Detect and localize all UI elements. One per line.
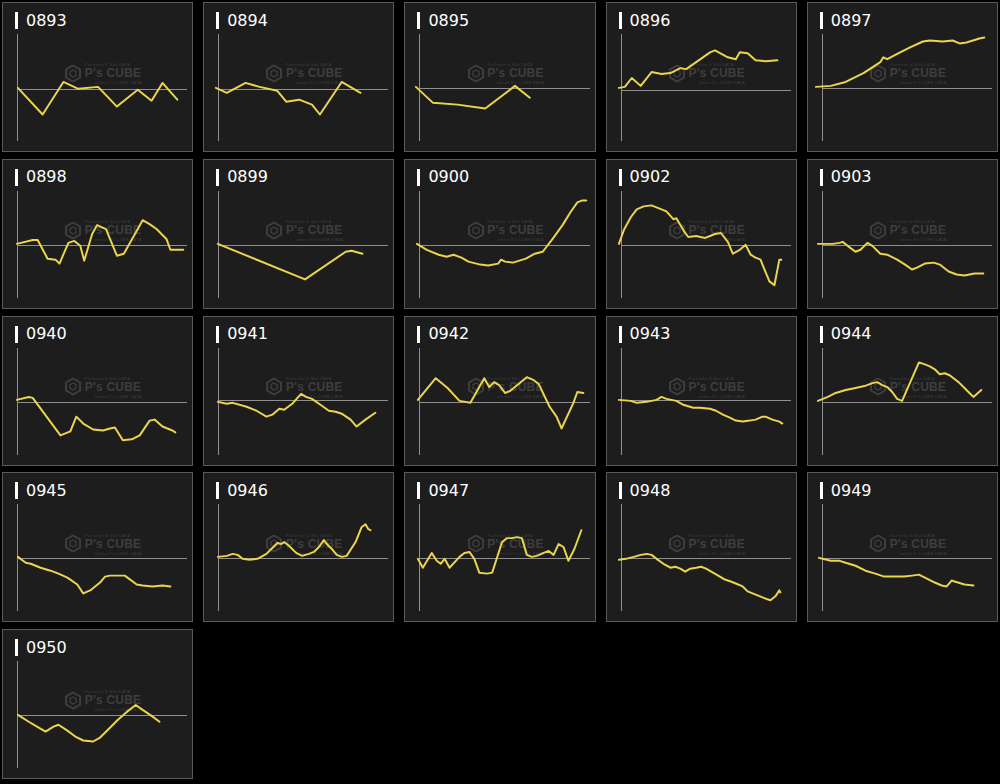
chart-label: 0943 <box>619 326 671 343</box>
chart-id: 0949 <box>831 483 872 499</box>
chart-label: 0942 <box>417 326 469 343</box>
chart-label: 0893 <box>15 12 67 29</box>
label-bar <box>216 12 219 29</box>
label-bar <box>820 169 823 186</box>
label-bar <box>820 326 823 343</box>
chart-id: 0899 <box>227 169 268 185</box>
label-bar <box>820 12 823 29</box>
chart-label: 0945 <box>15 482 67 499</box>
chart-label: 0941 <box>216 326 268 343</box>
label-bar <box>417 326 420 343</box>
chart-panel[interactable]: Pachinko & Slot DATA P's CUBE online P's… <box>404 472 595 622</box>
chart-panel[interactable]: Pachinko & Slot DATA P's CUBE online P's… <box>203 472 394 622</box>
chart-panel[interactable]: Pachinko & Slot DATA P's CUBE online P's… <box>2 2 193 152</box>
label-bar <box>15 639 18 656</box>
chart-panel[interactable]: Pachinko & Slot DATA P's CUBE online P's… <box>807 316 998 466</box>
chart-label: 0894 <box>216 12 268 29</box>
chart-label: 0899 <box>216 169 268 186</box>
chart-label: 0947 <box>417 482 469 499</box>
chart-id: 0941 <box>227 326 268 342</box>
label-bar <box>216 482 219 499</box>
chart-panel[interactable]: Pachinko & Slot DATA P's CUBE online P's… <box>807 2 998 152</box>
label-bar <box>216 326 219 343</box>
chart-panel[interactable]: Pachinko & Slot DATA P's CUBE online P's… <box>2 629 193 779</box>
chart-id: 0945 <box>26 483 67 499</box>
chart-panel[interactable]: Pachinko & Slot DATA P's CUBE online P's… <box>404 2 595 152</box>
chart-panel[interactable]: Pachinko & Slot DATA P's CUBE online P's… <box>203 159 394 309</box>
chart-id: 0903 <box>831 169 872 185</box>
chart-id: 0895 <box>428 13 469 29</box>
chart-panel[interactable]: Pachinko & Slot DATA P's CUBE online P's… <box>203 2 394 152</box>
chart-panel[interactable]: Pachinko & Slot DATA P's CUBE online P's… <box>807 159 998 309</box>
chart-label: 0902 <box>619 169 671 186</box>
chart-label: 0940 <box>15 326 67 343</box>
chart-panel[interactable]: Pachinko & Slot DATA P's CUBE online P's… <box>404 159 595 309</box>
label-bar <box>619 12 622 29</box>
chart-id: 0900 <box>428 169 469 185</box>
label-bar <box>15 326 18 343</box>
chart-panel[interactable]: Pachinko & Slot DATA P's CUBE online P's… <box>606 472 797 622</box>
chart-label: 0895 <box>417 12 469 29</box>
chart-label: 0900 <box>417 169 469 186</box>
chart-id: 0898 <box>26 169 67 185</box>
chart-id: 0894 <box>227 13 268 29</box>
chart-panel[interactable]: Pachinko & Slot DATA P's CUBE online P's… <box>404 316 595 466</box>
label-bar <box>619 169 622 186</box>
chart-panel[interactable]: Pachinko & Slot DATA P's CUBE online P's… <box>606 2 797 152</box>
label-bar <box>820 482 823 499</box>
chart-label: 0903 <box>820 169 872 186</box>
chart-id: 0944 <box>831 326 872 342</box>
label-bar <box>216 169 219 186</box>
chart-label: 0896 <box>619 12 671 29</box>
chart-label: 0946 <box>216 482 268 499</box>
chart-id: 0948 <box>630 483 671 499</box>
chart-panel[interactable]: Pachinko & Slot DATA P's CUBE online P's… <box>2 316 193 466</box>
chart-id: 0946 <box>227 483 268 499</box>
chart-label: 0898 <box>15 169 67 186</box>
chart-panel[interactable]: Pachinko & Slot DATA P's CUBE online P's… <box>606 159 797 309</box>
chart-label: 0949 <box>820 482 872 499</box>
label-bar <box>15 482 18 499</box>
chart-panel[interactable]: Pachinko & Slot DATA P's CUBE online P's… <box>203 316 394 466</box>
chart-label: 0944 <box>820 326 872 343</box>
label-bar <box>15 12 18 29</box>
chart-panel[interactable]: Pachinko & Slot DATA P's CUBE online P's… <box>2 472 193 622</box>
chart-id: 0940 <box>26 326 67 342</box>
chart-label: 0897 <box>820 12 872 29</box>
label-bar <box>619 326 622 343</box>
chart-id: 0897 <box>831 13 872 29</box>
label-bar <box>15 169 18 186</box>
label-bar <box>417 482 420 499</box>
label-bar <box>417 12 420 29</box>
chart-label: 0950 <box>15 639 67 656</box>
chart-grid: Pachinko & Slot DATA P's CUBE online P's… <box>0 0 1000 784</box>
chart-label: 0948 <box>619 482 671 499</box>
chart-id: 0947 <box>428 483 469 499</box>
chart-id: 0950 <box>26 640 67 656</box>
chart-id: 0896 <box>630 13 671 29</box>
chart-id: 0942 <box>428 326 469 342</box>
chart-panel[interactable]: Pachinko & Slot DATA P's CUBE online P's… <box>2 159 193 309</box>
label-bar <box>619 482 622 499</box>
label-bar <box>417 169 420 186</box>
chart-panel[interactable]: Pachinko & Slot DATA P's CUBE online P's… <box>606 316 797 466</box>
chart-id: 0943 <box>630 326 671 342</box>
chart-id: 0893 <box>26 13 67 29</box>
chart-id: 0902 <box>630 169 671 185</box>
chart-panel[interactable]: Pachinko & Slot DATA P's CUBE online P's… <box>807 472 998 622</box>
